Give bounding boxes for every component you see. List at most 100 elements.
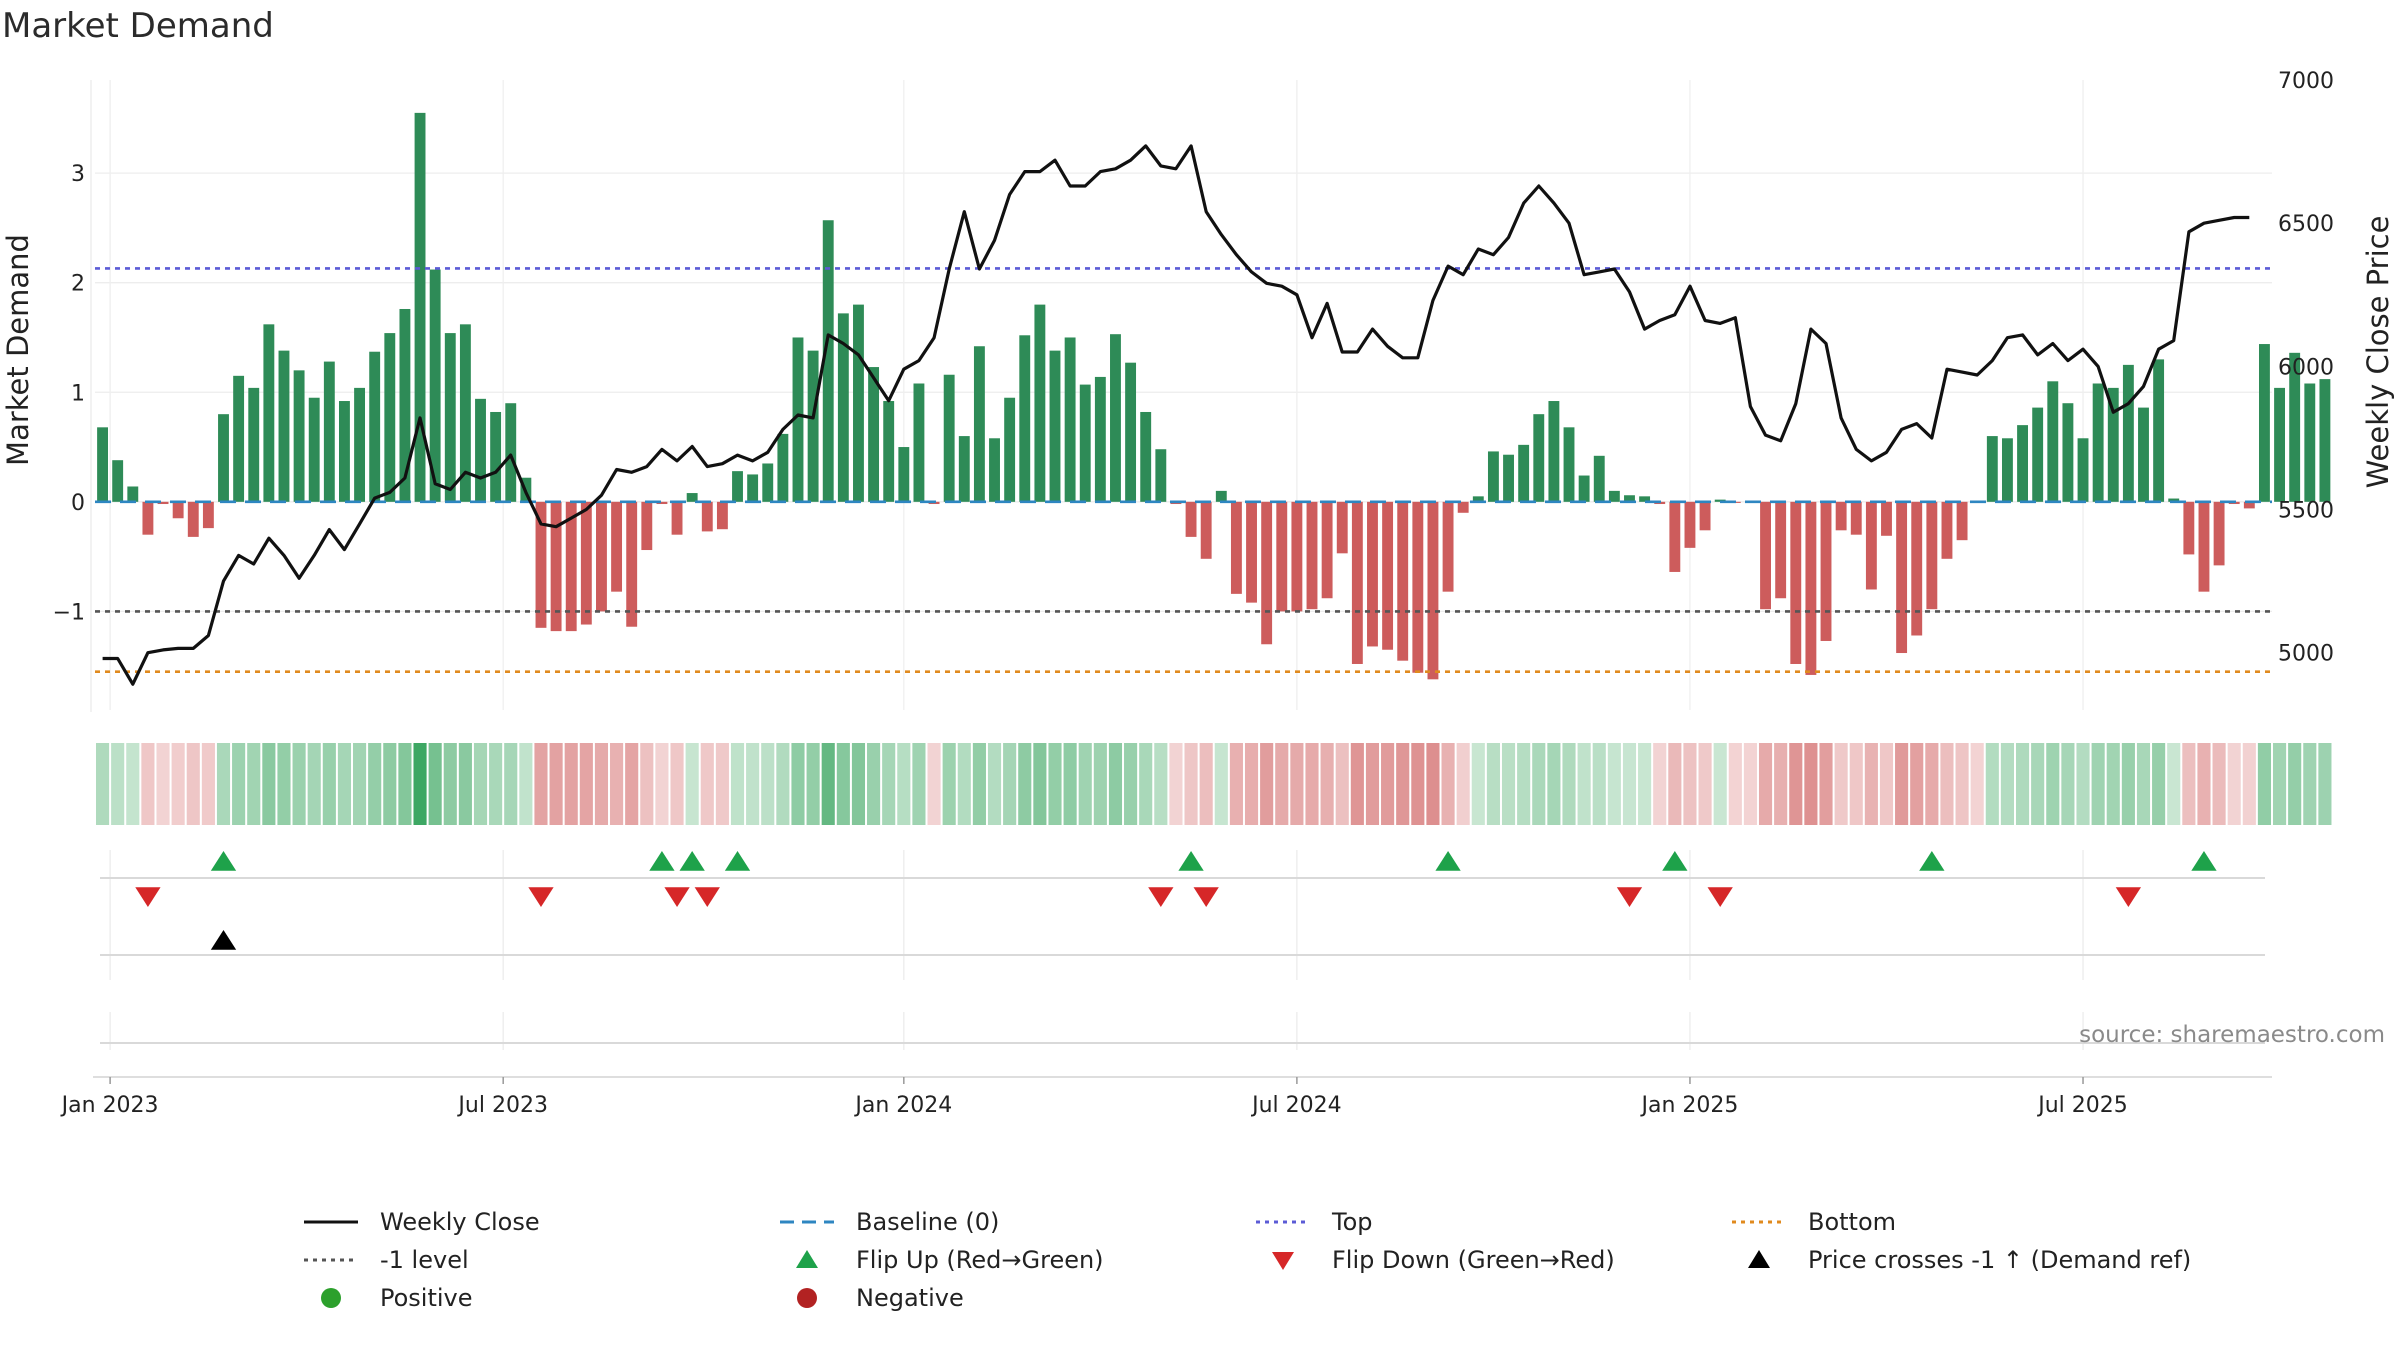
heat-cell xyxy=(1879,743,1894,825)
heat-cell xyxy=(473,743,488,825)
heat-cell xyxy=(368,743,382,825)
flip-down-marker xyxy=(1148,887,1174,907)
heat-cell xyxy=(1713,743,1727,825)
heat-cell xyxy=(1365,743,1380,825)
flip-down-marker xyxy=(1707,887,1733,907)
source-credit: source: sharemaestro.com xyxy=(2079,1022,2385,1048)
legend-swatch xyxy=(304,1220,358,1224)
demand-bar xyxy=(1367,501,1378,647)
heat-cell xyxy=(1275,743,1289,825)
heat-cell xyxy=(1532,743,1546,825)
heat-cell xyxy=(1381,743,1395,825)
demand-bar xyxy=(1457,501,1469,513)
heat-cell xyxy=(1970,743,1984,825)
heat-cell xyxy=(322,743,336,825)
legend-item-dot-pos: Positive xyxy=(300,1280,473,1316)
demand-bar xyxy=(1533,414,1545,502)
heat-cell xyxy=(1607,743,1621,825)
heat-cell xyxy=(1547,743,1561,825)
heat-cell xyxy=(534,743,548,825)
heat-cell xyxy=(1456,743,1470,825)
flip-down-marker xyxy=(1616,887,1643,907)
heat-cell xyxy=(2076,743,2090,825)
demand-bar xyxy=(1125,362,1137,502)
heat-cell xyxy=(2106,743,2120,825)
heat-cell xyxy=(428,743,442,825)
demand-bar xyxy=(2289,352,2301,502)
heat-cell xyxy=(640,743,654,825)
flip-down-marker xyxy=(528,887,554,907)
heat-cell xyxy=(1335,743,1349,825)
demand-bar xyxy=(2001,438,2013,502)
heat-cell xyxy=(96,743,110,825)
demand-bar xyxy=(2062,403,2074,502)
demand-bar xyxy=(157,501,169,505)
heat-cell xyxy=(549,743,563,825)
heat-cell xyxy=(171,743,185,825)
demand-bar xyxy=(1548,401,1560,502)
demand-bar xyxy=(1669,501,1681,572)
heat-cell xyxy=(685,743,699,825)
demand-bar xyxy=(2017,425,2028,502)
heat-cell xyxy=(1426,743,1440,825)
heat-cell xyxy=(2197,743,2211,825)
heat-cell xyxy=(1955,743,1969,825)
heat-cell xyxy=(1396,743,1410,825)
heat-cell xyxy=(443,743,457,825)
right-tick-label: 6000 xyxy=(2278,355,2334,380)
heat-cell xyxy=(1743,743,1757,825)
demand-bar xyxy=(1291,501,1303,612)
demand-bar xyxy=(2138,407,2149,502)
demand-bar xyxy=(2243,501,2255,509)
heat-cell xyxy=(821,743,835,825)
demand-bar xyxy=(1019,335,1031,502)
legend-item-tri-down: Flip Down (Green→Red) xyxy=(1252,1242,1615,1278)
demand-bar xyxy=(1336,501,1348,554)
heat-cell xyxy=(1305,743,1319,825)
heat-cell xyxy=(791,743,805,825)
demand-bar xyxy=(127,486,139,502)
demand-bar xyxy=(97,427,109,502)
demand-bar xyxy=(1261,501,1273,645)
demand-bar xyxy=(853,304,864,502)
demand-bar xyxy=(1110,334,1121,502)
heat-cell xyxy=(1169,743,1183,825)
heat-cell xyxy=(1184,743,1198,825)
heat-cell xyxy=(987,743,1002,825)
heat-cell xyxy=(1471,743,1485,825)
legend-item-dash: Baseline (0) xyxy=(776,1204,999,1240)
heat-cell xyxy=(156,743,170,825)
legend-item-dot-neg1: -1 level xyxy=(300,1242,469,1278)
heat-cell xyxy=(1078,743,1092,825)
demand-bar xyxy=(187,501,199,537)
heat-cell xyxy=(1819,743,1833,825)
demand-bar xyxy=(777,433,789,502)
demand-bar xyxy=(989,438,1000,502)
level-lines xyxy=(95,267,2272,673)
heat-cell xyxy=(1622,743,1637,825)
heat-cell xyxy=(2061,743,2075,825)
flip-down-marker xyxy=(664,887,690,907)
demand-bar xyxy=(1593,455,1605,502)
demand-bar xyxy=(1578,475,1590,502)
heat-cell xyxy=(2121,743,2135,825)
price-cross-marker xyxy=(210,930,237,950)
right-tick-label: 5500 xyxy=(2278,499,2334,524)
flip-down-marker xyxy=(694,887,720,907)
heat-cell xyxy=(111,743,125,825)
legend-label: Baseline (0) xyxy=(856,1208,1000,1236)
heat-cell xyxy=(1638,743,1652,825)
demand-bar xyxy=(1699,501,1711,531)
heat-cell xyxy=(2031,743,2045,825)
demand-bar xyxy=(444,333,456,502)
demand-bar xyxy=(822,220,834,502)
heat-cell xyxy=(1940,743,1954,825)
demand-bar xyxy=(701,501,713,532)
demand-bar xyxy=(1155,449,1167,502)
heat-cell xyxy=(2318,743,2332,825)
demand-bar xyxy=(732,471,743,502)
left-tick-label: 1 xyxy=(71,381,85,406)
heat-cell xyxy=(1668,743,1682,825)
flip-up-marker xyxy=(210,851,237,871)
heat-cell xyxy=(1834,743,1848,825)
